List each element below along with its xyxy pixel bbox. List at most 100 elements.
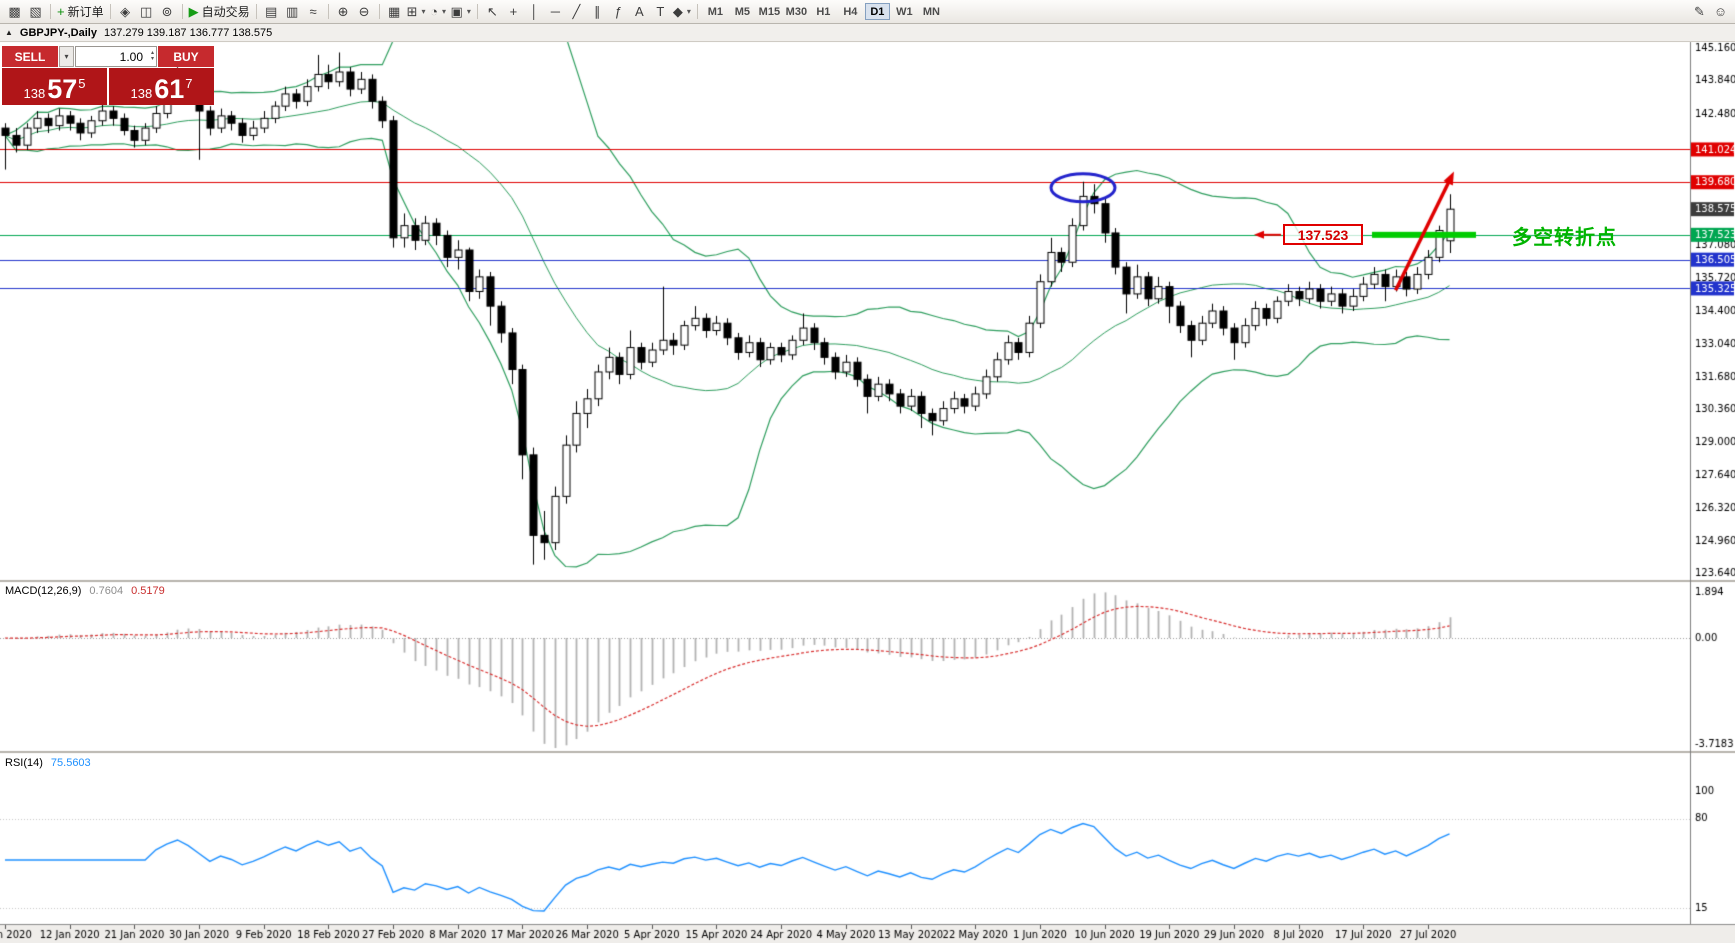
text-icon: A xyxy=(635,4,644,19)
data-window-button[interactable]: ◫ xyxy=(136,2,157,21)
macd-main-value: 0.7604 xyxy=(89,585,124,597)
chevron-down-icon: ▾ xyxy=(421,7,426,16)
crosshair-button[interactable]: + xyxy=(503,2,524,21)
macd-indicator-label: MACD(12,26,9) 0.7604 0.5179 xyxy=(5,585,165,597)
buy-button[interactable]: BUY xyxy=(158,46,214,67)
volume-dropdown-button[interactable]: ▾ xyxy=(59,46,74,67)
periods-icon: ◔ xyxy=(430,4,438,19)
timeframe-d1-button[interactable]: D1 xyxy=(864,3,890,20)
indicators-button[interactable]: ⊞ ▾ xyxy=(405,2,428,21)
line-chart-button[interactable]: ≈ xyxy=(303,2,324,21)
chevron-down-icon: ▾ xyxy=(150,56,154,62)
cursor-button[interactable]: ↖ xyxy=(482,2,503,21)
navigator-button[interactable]: ⊚ xyxy=(157,2,178,21)
text-label-icon: T xyxy=(656,4,665,19)
buy-price-pips: 61 xyxy=(154,73,185,104)
periods-button[interactable]: ◔ ▾ xyxy=(428,2,449,21)
community-icon: ☺ xyxy=(1713,4,1728,19)
new-order-button[interactable]: + 新订单 xyxy=(55,2,106,21)
chart-title-bar: ▲ GBPJPY-,Daily 137.279 139.187 136.777 … xyxy=(0,24,1735,42)
zoom-out-icon: ⊖ xyxy=(358,4,370,19)
equidistant-channel-button[interactable]: ∥ xyxy=(587,2,608,21)
zoom-out-button[interactable]: ⊖ xyxy=(354,2,375,21)
rsi-name: RSI(14) xyxy=(5,757,43,769)
toolbar-separator xyxy=(109,4,111,19)
text-button[interactable]: A xyxy=(629,2,650,21)
new-chart-button[interactable]: ▩ xyxy=(4,2,25,21)
rsi-value: 75.5603 xyxy=(50,757,91,769)
horizontal-line-button[interactable]: ─ xyxy=(545,2,566,21)
chevron-down-icon: ▾ xyxy=(686,7,691,16)
chart-ohlc-readout: 137.279 139.187 136.777 138.575 xyxy=(103,26,273,39)
timeframe-h4-button[interactable]: H4 xyxy=(843,5,858,18)
autotrading-button[interactable]: ▶ 自动交易 xyxy=(187,2,252,21)
equidistant-channel-icon: ∥ xyxy=(594,4,601,19)
timeframe-h1-button[interactable]: H1 xyxy=(816,5,831,18)
templates-button[interactable]: ▣ ▾ xyxy=(449,2,473,21)
symbol-marker-icon: ▲ xyxy=(5,28,13,37)
vertical-line-icon: │ xyxy=(530,4,539,19)
community-button[interactable]: ☺ xyxy=(1710,2,1731,21)
volume-value: 1.00 xyxy=(119,49,143,64)
zoom-in-button[interactable]: ⊕ xyxy=(333,2,354,21)
buy-price-display[interactable]: 138 61 7 xyxy=(109,68,214,105)
market-watch-button[interactable]: ◈ xyxy=(115,2,136,21)
tile-windows-icon: ▦ xyxy=(387,4,401,19)
price-level-callout[interactable]: 137.523 xyxy=(1283,224,1363,245)
buy-price-big-figure: 138 xyxy=(130,86,153,101)
toolbar-separator xyxy=(378,4,380,19)
new-order-icon: + xyxy=(57,4,65,19)
text-label-button[interactable]: T xyxy=(650,2,671,21)
bar-chart-icon: ▤ xyxy=(264,4,278,19)
line-chart-icon: ≈ xyxy=(309,4,317,19)
new-chart-icon: ▩ xyxy=(8,4,21,19)
sell-price-point: 5 xyxy=(78,76,86,91)
buy-price-point: 7 xyxy=(185,76,193,91)
fibonacci-button[interactable]: ƒ xyxy=(608,2,629,21)
chart-symbol-period: GBPJPY-,Daily xyxy=(19,26,97,39)
candlestick-chart-button[interactable]: ▥ xyxy=(282,2,303,21)
toolbar: ▩ ▧ + 新订单 ◈ ◫ ⊚ ▶ 自动交易 ▤ ▥ ≈ ⊕ ⊖ ▦ ⊞ ▾ ◔ ▾ ▣ ▾ ↖ + │ ─ ╱ ∥ ƒ A T ◆ ▾ M1 M… xyxy=(0,0,1735,24)
market-watch-icon: ◈ xyxy=(120,4,131,19)
volume-input[interactable]: 1.00 ▴ ▾ xyxy=(75,46,157,67)
timeframe-m1-button[interactable]: M1 xyxy=(707,5,724,18)
volume-stepper[interactable]: ▴ ▾ xyxy=(151,50,154,62)
timeframe-m5-button[interactable]: M5 xyxy=(734,5,751,18)
sell-button[interactable]: SELL xyxy=(2,46,58,67)
macd-name: MACD(12,26,9) xyxy=(5,585,82,597)
candlestick-chart-icon: ▥ xyxy=(285,4,299,19)
profiles-button[interactable]: ▧ xyxy=(25,2,46,21)
navigator-icon: ⊚ xyxy=(161,4,173,19)
toolbar-separator xyxy=(181,4,183,19)
toolbar-separator xyxy=(50,4,51,19)
indicators-icon: ⊞ xyxy=(406,4,418,19)
timeframe-w1-button[interactable]: W1 xyxy=(896,5,913,18)
cursor-icon: ↖ xyxy=(486,4,498,19)
timeframe-m30-button[interactable]: M30 xyxy=(785,5,808,18)
timeframe-m15-button[interactable]: M15 xyxy=(758,5,781,18)
sell-price-display[interactable]: 138 57 5 xyxy=(2,68,107,105)
rsi-indicator-label: RSI(14) 75.5603 xyxy=(5,757,91,769)
metaeditor-icon: ✎ xyxy=(1694,4,1705,19)
trendline-button[interactable]: ╱ xyxy=(566,2,587,21)
templates-icon: ▣ xyxy=(450,4,463,19)
tile-windows-button[interactable]: ▦ xyxy=(384,2,405,21)
metaeditor-button[interactable]: ✎ xyxy=(1689,2,1710,21)
bar-chart-button[interactable]: ▤ xyxy=(261,2,282,21)
timeframe-mn-button[interactable]: MN xyxy=(922,5,940,18)
zoom-in-icon: ⊕ xyxy=(337,4,349,19)
arrows-button[interactable]: ◆ ▾ xyxy=(671,2,693,21)
data-window-icon: ◫ xyxy=(139,4,153,19)
one-click-trading-panel: SELL ▾ 1.00 ▴ ▾ BUY 138 57 5 138 61 7 xyxy=(2,46,214,105)
macd-signal-value: 0.5179 xyxy=(131,585,165,597)
new-order-label: 新订单 xyxy=(67,5,104,19)
trendline-icon: ╱ xyxy=(572,4,581,19)
toolbar-separator xyxy=(696,4,698,19)
sell-price-pips: 57 xyxy=(47,73,78,104)
crosshair-icon: + xyxy=(509,4,518,19)
arrows-icon: ◆ xyxy=(672,4,683,19)
chevron-down-icon: ▾ xyxy=(64,52,69,61)
horizontal-line-icon: ─ xyxy=(550,4,560,19)
vertical-line-button[interactable]: │ xyxy=(524,2,545,21)
